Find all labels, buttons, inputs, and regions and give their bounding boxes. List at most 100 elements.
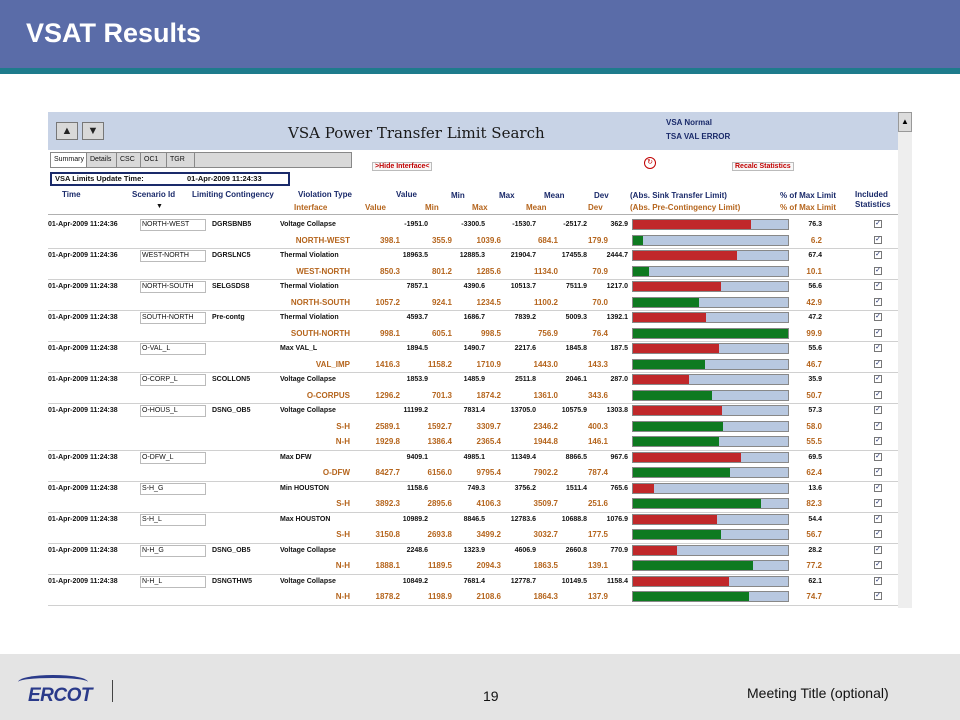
include-checkbox[interactable]: ✓ bbox=[874, 514, 882, 523]
scenario-field[interactable]: N-H_G bbox=[140, 544, 206, 557]
row-dev: 1158.4 bbox=[606, 577, 628, 585]
interface-dev: 76.4 bbox=[592, 328, 608, 338]
group-divider bbox=[48, 449, 898, 451]
interface-name: NORTH-SOUTH bbox=[290, 297, 350, 307]
sink-limit-bar-fill bbox=[633, 313, 707, 322]
row-pct: 57.3 bbox=[808, 407, 822, 414]
tab-summary[interactable]: Summary bbox=[51, 153, 87, 167]
row-time: 01-Apr-2009 11:24:38 bbox=[48, 577, 118, 585]
row-max: 11349.4 bbox=[511, 453, 536, 461]
scenario-field[interactable]: NORTH-SOUTH bbox=[140, 281, 206, 293]
scenario-field[interactable]: N-H_L bbox=[140, 575, 206, 588]
include-checkbox[interactable]: ✓ bbox=[874, 437, 882, 445]
header-value[interactable]: Value bbox=[396, 190, 417, 199]
arrow-up-button[interactable]: ▲ bbox=[56, 122, 78, 140]
scenario-field[interactable]: NORTH-WEST bbox=[140, 219, 206, 231]
header-mean[interactable]: Mean bbox=[544, 191, 565, 200]
include-checkbox[interactable]: ✓ bbox=[874, 359, 882, 368]
header-statistics: Statistics bbox=[855, 200, 891, 209]
pre-limit-bar-fill bbox=[633, 235, 643, 245]
scenario-field[interactable]: S-H_G bbox=[140, 482, 206, 495]
arrow-down-button[interactable]: ▼ bbox=[82, 122, 104, 140]
header-dev[interactable]: Dev bbox=[594, 191, 609, 200]
group-divider bbox=[48, 573, 898, 575]
sort-down-icon[interactable]: ▼ bbox=[156, 203, 163, 210]
include-checkbox[interactable]: ✓ bbox=[874, 328, 882, 337]
include-checkbox[interactable]: ✓ bbox=[874, 235, 882, 244]
refresh-icon[interactable]: ↻ bbox=[644, 157, 656, 169]
interface-min: 1592.7 bbox=[427, 421, 452, 431]
include-checkbox[interactable]: ✓ bbox=[874, 297, 882, 306]
include-checkbox[interactable]: ✓ bbox=[874, 592, 882, 600]
row-mean: 10575.9 bbox=[561, 407, 587, 414]
scenario-field[interactable]: O-VAL_L bbox=[140, 343, 206, 355]
include-checkbox[interactable]: ✓ bbox=[874, 406, 882, 414]
include-checkbox[interactable]: ✓ bbox=[874, 421, 882, 430]
scenario-row: 01-Apr-2009 11:24:38 SOUTH-NORTH Pre-contg… bbox=[48, 311, 898, 327]
interface-name: S-H bbox=[336, 421, 350, 431]
group-divider bbox=[48, 604, 898, 606]
header-contingency[interactable]: Limiting Contingency bbox=[192, 190, 274, 199]
tab-tgr[interactable]: TGR bbox=[167, 153, 195, 167]
limit-bar bbox=[632, 498, 789, 509]
ercot-logo: ERCOT bbox=[14, 675, 98, 706]
sink-limit-bar-fill bbox=[633, 251, 738, 260]
include-checkbox[interactable]: ✓ bbox=[874, 375, 882, 383]
row-violation: Max DFW bbox=[280, 453, 312, 461]
tab-details[interactable]: Details bbox=[87, 153, 117, 167]
row-mean: 10688.8 bbox=[561, 515, 587, 523]
group-divider bbox=[48, 279, 898, 280]
scrollbar-up-button[interactable]: ▲ bbox=[898, 112, 912, 132]
scenario-row: 01-Apr-2009 11:24:36 WEST-NORTH DGRSLNC5 Th… bbox=[48, 249, 898, 265]
header-min[interactable]: Min bbox=[451, 191, 465, 200]
group-divider bbox=[48, 372, 898, 373]
interface-value: 998.1 bbox=[379, 328, 400, 338]
include-checkbox[interactable]: ✓ bbox=[874, 530, 882, 538]
scenario-field[interactable]: O-HOUS_L bbox=[140, 405, 206, 417]
scenario-field[interactable]: S-H_L bbox=[140, 513, 206, 526]
row-mean: 10149.5 bbox=[561, 577, 587, 585]
include-checkbox[interactable]: ✓ bbox=[874, 499, 882, 507]
pre-limit-bar-fill bbox=[633, 437, 720, 446]
header-mean2: Mean bbox=[526, 203, 547, 212]
include-checkbox[interactable]: ✓ bbox=[874, 266, 882, 275]
include-checkbox[interactable]: ✓ bbox=[874, 468, 882, 476]
scrollbar-track[interactable] bbox=[898, 132, 912, 608]
include-checkbox[interactable]: ✓ bbox=[874, 390, 882, 399]
hide-interface-button[interactable]: >Hide Interface< bbox=[372, 162, 433, 171]
include-checkbox[interactable]: ✓ bbox=[874, 452, 882, 461]
include-checkbox[interactable]: ✓ bbox=[874, 313, 882, 321]
include-checkbox[interactable]: ✓ bbox=[874, 344, 882, 352]
scenario-field[interactable]: O-CORP_L bbox=[140, 374, 206, 386]
include-checkbox[interactable]: ✓ bbox=[874, 561, 882, 569]
include-checkbox[interactable]: ✓ bbox=[874, 576, 882, 585]
header-time[interactable]: Time bbox=[62, 190, 81, 199]
interface-row: S-H 3150.8 2693.8 3499.2 3032.7 177.5 56.7 ✓ bbox=[48, 528, 898, 544]
interface-name: VAL_IMP bbox=[315, 359, 350, 369]
interface-row: O-CORPUS 1296.2 701.3 1874.2 1361.0 343.6 50.7… bbox=[48, 389, 898, 405]
tab-csc[interactable]: CSC bbox=[117, 153, 141, 167]
header-max[interactable]: Max bbox=[499, 191, 515, 200]
scenario-field[interactable]: SOUTH-NORTH bbox=[140, 312, 206, 324]
include-checkbox[interactable]: ✓ bbox=[874, 282, 882, 290]
interface-name: S-H bbox=[336, 530, 350, 539]
include-checkbox[interactable]: ✓ bbox=[874, 220, 882, 228]
row-dev: 1392.1 bbox=[606, 314, 628, 321]
header-value2: Value bbox=[365, 203, 386, 212]
row-value: 1853.9 bbox=[406, 376, 428, 383]
include-checkbox[interactable]: ✓ bbox=[874, 251, 882, 259]
interface-min: 605.1 bbox=[431, 328, 452, 338]
row-value: 11199.2 bbox=[403, 407, 428, 414]
include-checkbox[interactable]: ✓ bbox=[874, 483, 882, 492]
limit-bar bbox=[632, 343, 789, 354]
row-pct: 56.6 bbox=[808, 283, 822, 290]
recalc-statistics-button[interactable]: Recalc Statistics bbox=[732, 162, 794, 171]
scenario-field[interactable]: WEST-NORTH bbox=[140, 250, 206, 262]
limit-bar bbox=[632, 575, 789, 587]
include-checkbox[interactable]: ✓ bbox=[874, 545, 882, 554]
tab-oc1[interactable]: OC1 bbox=[141, 153, 167, 167]
scenario-field[interactable]: O-DFW_L bbox=[140, 451, 206, 464]
interface-pct: 77.2 bbox=[806, 561, 822, 570]
header-violation[interactable]: Violation Type bbox=[298, 190, 352, 199]
header-scenario[interactable]: Scenario Id bbox=[132, 190, 176, 199]
